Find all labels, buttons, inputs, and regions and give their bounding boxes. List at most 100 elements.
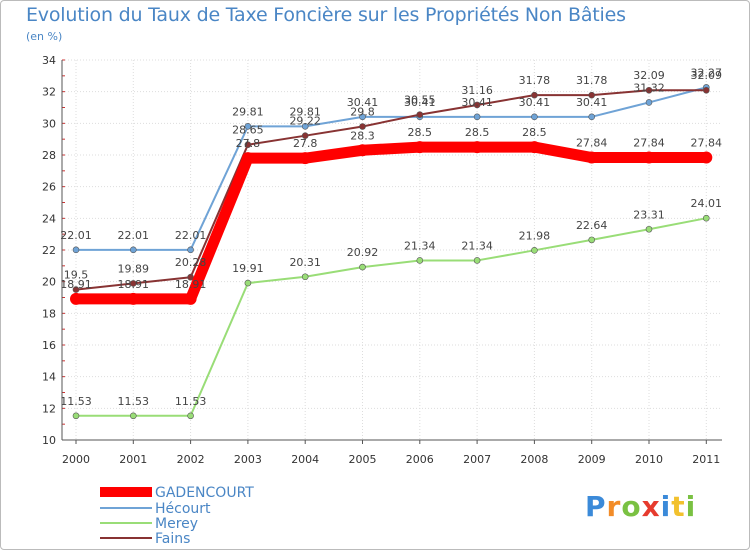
data-point [244,123,252,130]
data-label: 21.98 [519,229,551,242]
x-tick-label: 2010 [635,453,663,466]
y-tick-label: 26 [42,181,56,194]
x-tick-label: 2001 [119,453,147,466]
data-label: 27.84 [576,137,608,150]
data-label: 28.3 [350,129,375,142]
legend-label: Merey [155,516,198,532]
data-point [700,151,713,164]
data-point [528,141,541,154]
data-label: 27.8 [293,137,318,150]
x-tick-label: 2004 [291,453,319,466]
data-label: 31.32 [633,81,665,94]
data-point [130,412,137,420]
data-point [473,113,481,121]
data-label: 32.09 [691,69,723,82]
data-label: 19.5 [64,269,89,282]
data-label: 28.5 [522,126,547,139]
data-point [702,86,710,94]
data-point [70,292,82,305]
data-point [299,152,312,165]
x-tick-label: 2006 [406,453,434,466]
legend-label: Hécourt [155,501,211,517]
data-label: 27.84 [633,137,665,150]
y-tick-label: 12 [42,402,56,415]
legend-label: Fains [155,531,190,547]
data-point [531,113,538,121]
data-point [244,279,252,287]
data-point [72,286,80,293]
data-label: 29.81 [289,105,321,118]
x-tick-label: 2002 [177,453,205,466]
data-point [585,151,598,164]
x-tick-label: 2011 [692,453,720,466]
data-label: 11.53 [60,395,92,408]
data-label: 22.64 [576,219,608,232]
data-point [416,257,424,264]
data-point [130,280,137,287]
y-tick-label: 20 [42,276,56,289]
data-label: 28.5 [408,126,433,139]
data-label: 32.09 [633,69,665,82]
logo-letter: i [685,490,697,523]
data-label: 22.01 [118,229,150,242]
x-tick-label: 2000 [62,453,90,466]
y-tick-label: 14 [42,371,56,384]
data-label: 21.34 [461,239,493,252]
data-label: 28.5 [465,126,490,139]
data-point [187,246,194,254]
data-label: 31.16 [461,84,493,97]
data-point [645,99,653,106]
x-tick-label: 2007 [463,453,491,466]
data-label: 22.01 [175,229,207,242]
data-point [72,246,80,254]
data-label: 30.41 [576,96,608,109]
data-label: 29.22 [289,115,321,128]
data-point [645,225,653,233]
data-point [359,263,366,271]
data-label: 32.27 [691,66,723,79]
logo-letter: t [671,490,686,523]
y-tick-label: 24 [42,212,56,225]
data-point [471,141,484,154]
data-point [301,273,309,281]
data-point [531,247,538,254]
y-tick-label: 16 [42,339,56,352]
chart-title: Evolution du Taux de Taxe Foncière sur l… [26,4,626,26]
data-label: 28.65 [232,124,264,137]
data-point [127,292,140,305]
logo-letter: r [606,490,622,523]
data-label: 31.78 [519,74,551,87]
data-label: 30.41 [461,96,493,109]
data-point [301,132,309,139]
data-label: 23.31 [633,208,665,221]
series-line-2 [75,217,708,417]
data-point [187,412,194,420]
data-point [645,86,653,94]
data-label: 30.41 [347,96,379,109]
data-label: 20.92 [347,246,379,259]
data-point [531,91,538,99]
data-point [72,412,80,420]
x-tick-label: 2003 [234,453,262,466]
chart-subtitle: (en %) [26,30,63,43]
data-point [356,144,369,157]
series-line-1 [75,86,708,251]
data-point [301,123,309,130]
data-point [241,152,254,165]
data-point [473,101,481,109]
y-tick-label: 10 [42,434,56,447]
logo-letter: x [641,490,661,523]
data-label: 30.41 [404,96,436,109]
data-label: 21.34 [404,239,436,252]
y-tick-label: 34 [42,54,56,67]
y-tick-label: 30 [42,117,56,130]
y-tick-label: 22 [42,244,56,257]
logo-letter: P [585,490,607,523]
data-point [184,292,197,305]
data-label: 18.91 [60,278,92,291]
data-point [413,141,426,154]
legend-label: GADENCOURT [155,485,254,501]
data-label: 11.53 [175,395,207,408]
logo-letter: i [660,490,672,523]
